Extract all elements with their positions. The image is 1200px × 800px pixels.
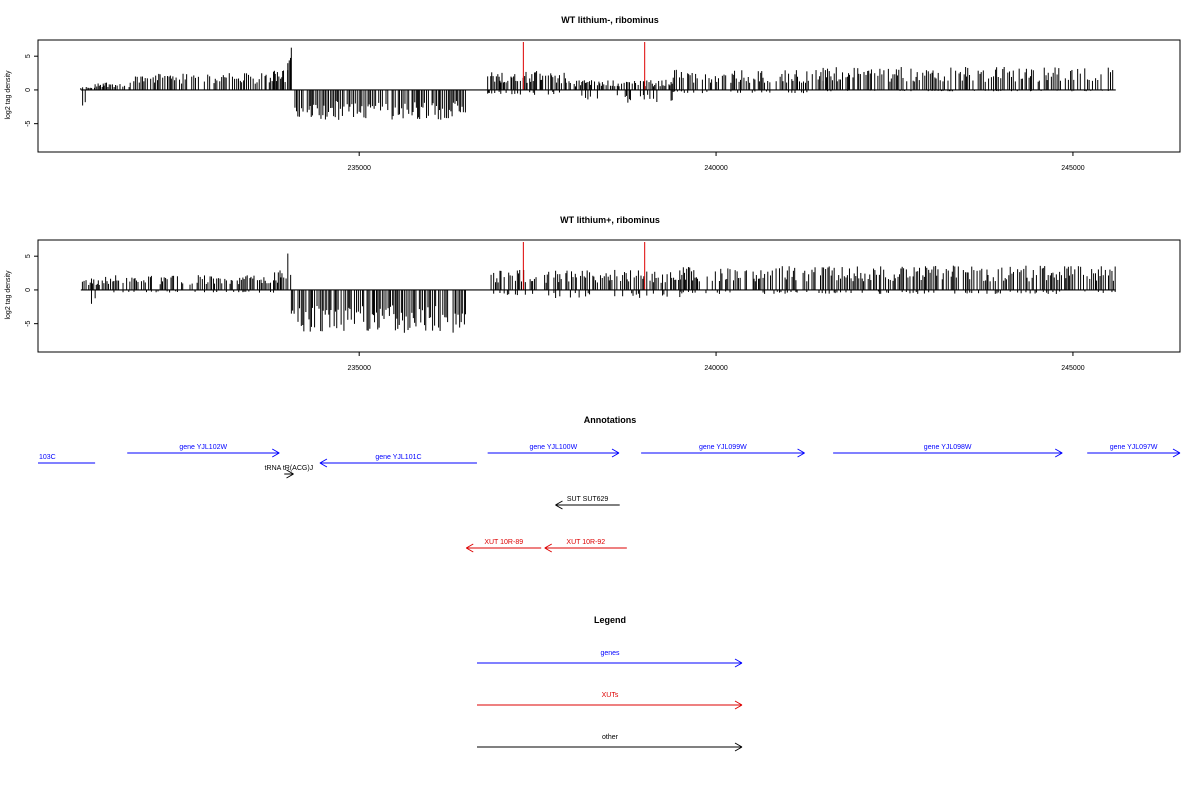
feature-label: 103C [39,454,56,461]
panel-1-ylabel: log2 tag density [5,70,12,120]
y-tick-label: -5 [25,120,32,126]
feature-arrow [127,448,280,458]
panel-1-frame [37,39,1181,153]
arrow-head [271,448,280,454]
feature-arrow [555,500,620,510]
arrow-head [544,543,553,549]
feature-arrow [544,543,627,553]
panel-1: WT lithium-, ribominus log2 tag density … [5,15,1181,172]
x-tick-label: 240000 [704,165,727,172]
feature-label: gene YJL097W [1110,444,1158,451]
legend-label: XUTs [602,692,619,699]
feature-label: gene YJL098W [924,444,972,451]
feature-arrow [641,448,805,458]
arrow-head [271,452,280,458]
arrow-head [319,462,328,468]
panel-2-ylabel: log2 tag density [5,270,12,320]
legend-title: Legend [594,615,626,625]
legend-items: genes XUTs other [477,650,743,752]
arrow-head [466,547,474,553]
arrow-head [286,469,294,475]
feature-arrow [833,448,1063,458]
x-tick-label: 235000 [348,165,371,172]
feature-arrow [487,448,620,458]
feature-arrow [1087,448,1181,458]
arrow-head [1054,448,1063,454]
y-tick-label: -5 [25,320,32,326]
panel-1-bars [80,47,1114,120]
x-tick-label: 245000 [1061,365,1084,372]
y-tick-label: 5 [25,54,32,58]
panel-1-highlights [522,42,646,90]
arrow-head [734,700,743,706]
arrow-head [319,458,328,464]
annotations-track: Annotations 103C gene YJL102W gene YJL101C… [38,415,1181,553]
legend-label: other [602,734,619,741]
x-tick-label: 240000 [704,365,727,372]
arrow-head [1054,452,1063,458]
y-tick-label: 5 [25,254,32,258]
feature-arrow [284,469,294,479]
y-tick-label: 0 [25,88,32,92]
arrow-head [1172,448,1181,454]
arrow-head [555,500,563,506]
legend-label: genes [600,650,620,657]
feature-label: gene YJL101C [375,454,421,461]
arrow-head [544,547,553,553]
x-tick-label: 235000 [348,365,371,372]
arrow-head [1172,452,1181,458]
arrow-head [734,742,743,748]
arrow-head [797,452,805,458]
panel-2-highlights [522,242,646,290]
annotation-features: 103C gene YJL102W gene YJL101C tRNA tR(ACG)… [38,444,1181,553]
arrow-head [734,662,743,668]
panel-2-axes: -5 0 5 235000 240000 245000 [25,254,1085,372]
legend-arrow [477,658,743,668]
feature-label: XUT 10R-89 [484,539,523,546]
feature-label: gene YJL100W [529,444,577,451]
feature-label: tRNA tR(ACG)J [265,465,314,472]
arrow-head [555,504,563,510]
legend-arrow [477,742,743,752]
x-tick-label: 245000 [1061,165,1084,172]
panel-1-title: WT lithium-, ribominus [561,15,659,25]
panel-2-title: WT lithium+, ribominus [560,215,660,225]
panel-1-axes: -5 0 5 235000 240000 245000 [25,54,1085,172]
arrow-head [797,448,805,454]
arrow-head [734,658,743,664]
y-tick-label: 0 [25,288,32,292]
feature-arrow [466,543,542,553]
feature-label: SUT SUT629 [567,496,609,503]
annotations-title: Annotations [584,415,637,425]
panel-2: WT lithium+, ribominus log2 tag density … [5,215,1181,372]
feature-label: gene YJL102W [179,444,227,451]
panel-2-frame [37,239,1181,353]
legend: Legend genes XUTs other [477,615,743,752]
panel-2-bars [81,253,1116,333]
arrow-head [611,452,620,458]
arrow-head [611,448,620,454]
feature-label: gene YJL099W [699,444,747,451]
arrow-head [734,704,743,710]
arrow-head [734,746,743,752]
arrow-head [286,473,294,479]
feature-label: XUT 10R-92 [566,539,605,546]
feature-arrow [319,458,477,468]
legend-arrow [477,700,743,710]
arrow-head [466,543,474,549]
